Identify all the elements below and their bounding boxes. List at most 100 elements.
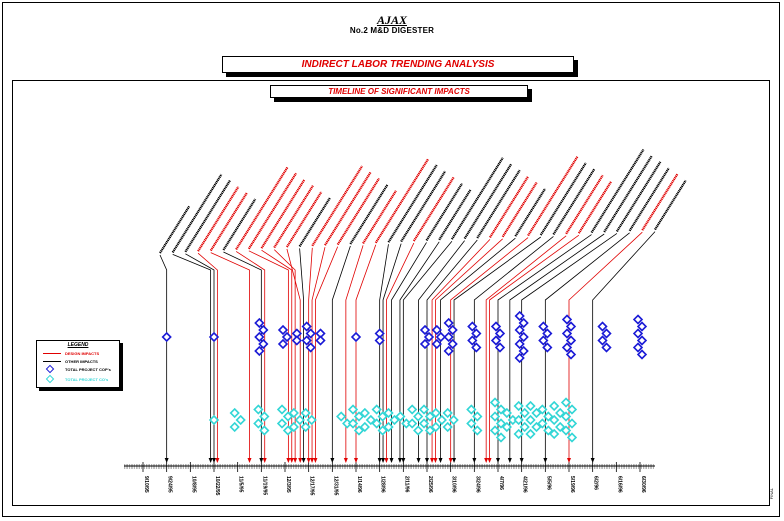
co-marker xyxy=(501,407,512,419)
impact-arrowhead xyxy=(306,458,311,463)
co-marker xyxy=(353,425,365,436)
impact-leader-line xyxy=(197,252,218,460)
cop-marker xyxy=(514,338,525,350)
x-tick-label: 10/22/95 xyxy=(214,476,220,496)
impact-annotation-text xyxy=(184,179,231,253)
legend-item-other: OTHER IMPACTS xyxy=(41,358,119,365)
co-marker xyxy=(525,428,536,440)
impact-annotation-text xyxy=(387,164,438,243)
co-marker xyxy=(519,407,530,419)
co-marker xyxy=(208,414,220,426)
impact-annotation-text xyxy=(374,158,430,244)
x-tick-label: 6/2/96 xyxy=(593,476,599,490)
cop-marker xyxy=(601,342,612,353)
x-tick-label: 2/25/96 xyxy=(427,476,433,493)
co-marker xyxy=(259,425,270,436)
co-marker xyxy=(276,404,288,415)
co-marker xyxy=(407,418,418,429)
cop-marker xyxy=(305,342,316,353)
cop-marker xyxy=(561,342,573,353)
legend-item-design: DESIGN IMPACTS xyxy=(41,350,119,357)
co-marker xyxy=(436,414,447,426)
co-marker xyxy=(489,425,501,436)
impact-leader-line xyxy=(450,237,529,460)
co-marker xyxy=(300,421,311,433)
x-tick-label: 11/19/95 xyxy=(261,476,267,495)
co-marker xyxy=(495,432,507,443)
impact-annotation-text xyxy=(171,173,223,253)
co-marker xyxy=(418,418,430,429)
co-marker xyxy=(472,411,483,422)
impact-leader-line xyxy=(592,231,656,460)
impact-arrowhead xyxy=(164,458,169,463)
impact-annotation-text xyxy=(222,198,257,251)
impact-arrowhead xyxy=(247,458,252,463)
x-tick-label: 4/7/96 xyxy=(498,476,504,490)
impact-annotation-text xyxy=(324,171,372,246)
co-marker xyxy=(347,418,359,429)
cop-marker xyxy=(443,331,454,343)
impact-leader-line xyxy=(509,233,605,460)
co-marker xyxy=(377,425,388,436)
cop-marker xyxy=(542,342,553,353)
impact-leader-line xyxy=(311,247,326,460)
impact-leader-line xyxy=(453,236,542,460)
impact-leader-line xyxy=(485,235,567,460)
company-name: AJAX xyxy=(376,13,407,27)
impact-arrowhead xyxy=(507,458,512,463)
cop-marker xyxy=(538,335,549,346)
co-marker xyxy=(424,411,436,422)
impact-annotation-text xyxy=(311,165,364,247)
impact-annotation-text xyxy=(450,157,504,240)
impact-leader-line xyxy=(261,249,293,460)
impact-annotation-text xyxy=(247,172,297,250)
impact-annotation-text xyxy=(159,205,191,254)
legend-cos-label: TOTAL PROJECT CO's xyxy=(65,377,109,382)
cop-marker xyxy=(301,335,312,346)
impact-annotation-text xyxy=(298,197,331,247)
impact-leader-line xyxy=(235,251,266,460)
cop-marker xyxy=(601,328,612,339)
impact-annotation-text xyxy=(463,163,513,240)
impact-leader-line xyxy=(382,243,402,460)
impact-annotation-text xyxy=(615,161,662,232)
legend: LEGEND DESIGN IMPACTS OTHER IMPACTS TOTA… xyxy=(36,340,120,388)
cop-marker xyxy=(636,349,648,360)
co-marker xyxy=(336,411,347,422)
co-marker xyxy=(466,404,477,415)
co-marker xyxy=(448,414,459,426)
co-marker xyxy=(276,418,288,429)
impact-annotation-text xyxy=(197,186,240,252)
impact-arrowhead xyxy=(313,458,318,463)
impact-arrowhead xyxy=(416,458,421,463)
co-marker xyxy=(472,425,483,436)
impact-annotation-text xyxy=(336,177,380,246)
legend-design-swatch xyxy=(43,353,61,354)
cop-marker xyxy=(471,328,482,339)
impact-leader-line xyxy=(418,240,465,460)
co-marker xyxy=(525,414,536,426)
cop-marker xyxy=(315,335,326,346)
impact-arrowhead xyxy=(262,458,267,463)
impact-leader-line xyxy=(185,253,215,460)
legend-cos-marker xyxy=(45,374,55,384)
impact-leader-line xyxy=(497,234,592,460)
impact-leader-line xyxy=(489,234,580,460)
impact-leader-line xyxy=(210,252,250,460)
co-marker xyxy=(442,407,453,419)
cop-marker xyxy=(443,317,454,329)
cop-marker xyxy=(538,321,549,332)
cop-marker xyxy=(419,338,431,350)
cop-marker xyxy=(514,352,525,364)
co-marker xyxy=(537,418,548,429)
co-marker xyxy=(235,414,246,426)
x-tick-label: 3/10/96 xyxy=(451,476,457,493)
impact-annotation-text xyxy=(654,179,687,231)
co-marker xyxy=(466,418,477,429)
x-tick-label: 12/31/95 xyxy=(332,476,338,496)
co-marker xyxy=(555,421,566,433)
cop-marker xyxy=(518,317,529,329)
cop-marker xyxy=(423,331,435,343)
co-marker xyxy=(566,432,578,443)
impact-annotation-text xyxy=(628,167,670,232)
